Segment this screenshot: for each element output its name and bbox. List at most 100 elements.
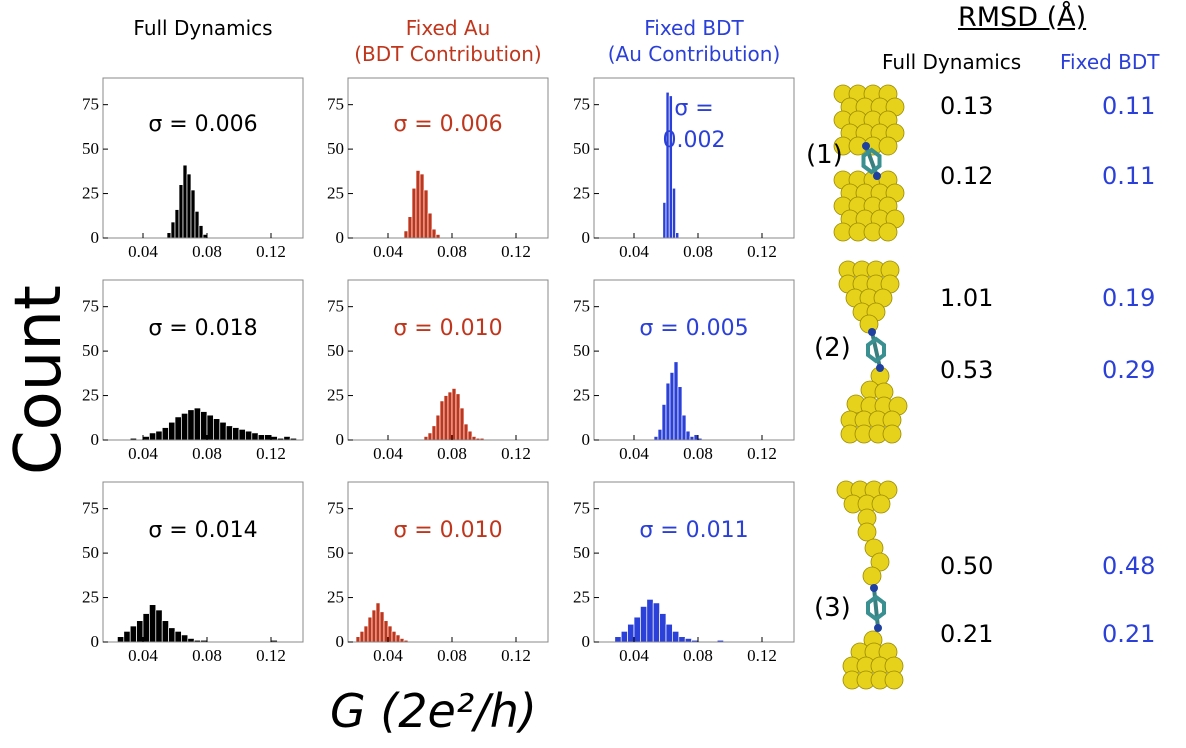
bar xyxy=(685,430,691,441)
bar xyxy=(662,202,667,239)
bar xyxy=(627,623,635,643)
bond xyxy=(870,331,882,369)
bar xyxy=(174,630,182,643)
annotation: σ = 0.018 xyxy=(148,316,258,341)
ring xyxy=(861,147,882,175)
rmsd-value: 0.13 xyxy=(940,92,994,120)
bar xyxy=(190,189,196,239)
bar xyxy=(652,602,660,643)
bar xyxy=(675,232,680,239)
bar xyxy=(431,228,437,239)
bar xyxy=(669,372,675,441)
bar xyxy=(451,388,457,441)
annotation: σ = 0.014 xyxy=(148,518,258,543)
x-tick-label: 0.08 xyxy=(683,646,713,665)
x-tick-label: 0.12 xyxy=(747,242,777,261)
bar xyxy=(455,393,461,441)
gold-atom xyxy=(878,136,898,156)
gold-atom xyxy=(882,424,902,444)
bar xyxy=(681,414,687,441)
bar xyxy=(193,407,201,441)
x-tick-label: 0.04 xyxy=(619,646,649,665)
bar xyxy=(403,230,409,239)
bar xyxy=(359,630,365,643)
rmsd-value: 0.19 xyxy=(1102,284,1156,312)
y-tick-label: 50 xyxy=(82,341,99,360)
bar xyxy=(419,173,425,239)
bar xyxy=(435,414,441,441)
bar xyxy=(672,630,680,643)
bar xyxy=(677,386,683,441)
bar xyxy=(213,418,221,441)
y-tick-label: 75 xyxy=(82,499,99,518)
bar xyxy=(206,414,214,441)
x-tick-label: 0.04 xyxy=(373,242,403,261)
annotation: σ = 0.006 xyxy=(393,112,503,137)
x-tick-label: 0.04 xyxy=(128,242,158,261)
bar xyxy=(415,170,421,239)
annotation: σ = 0.005 xyxy=(639,316,749,341)
rmsd-column: Full Dynamics xyxy=(882,50,1022,74)
annotation: σ = 0.002 xyxy=(662,96,726,153)
bar xyxy=(689,436,695,441)
bar xyxy=(614,636,622,643)
sulfur xyxy=(862,142,870,150)
column-title: (Au Contribution) xyxy=(607,42,781,66)
bar xyxy=(672,187,676,239)
gold-atom xyxy=(884,670,904,690)
bar xyxy=(149,432,157,441)
bar xyxy=(435,234,441,239)
rmsd-value: 0.50 xyxy=(940,552,994,580)
y-tick-label: 0 xyxy=(91,228,100,247)
x-tick-label: 0.04 xyxy=(619,242,649,261)
bar xyxy=(142,613,150,643)
bar xyxy=(136,620,144,643)
bar xyxy=(665,382,671,441)
plot-frame xyxy=(347,481,549,643)
y-tick-label: 50 xyxy=(327,139,344,158)
x-tick-label: 0.12 xyxy=(501,242,531,261)
bar xyxy=(283,436,291,441)
bar xyxy=(387,625,393,643)
bar xyxy=(423,189,429,239)
x-tick-label: 0.12 xyxy=(747,444,777,463)
x-tick-label: 0.08 xyxy=(192,444,222,463)
bar xyxy=(198,225,204,239)
y-tick-label: 0 xyxy=(91,430,100,449)
bar xyxy=(186,173,192,239)
bar xyxy=(270,436,278,441)
rmsd-value: 1.01 xyxy=(940,284,994,312)
bar xyxy=(149,604,157,643)
bar xyxy=(257,434,265,441)
sulfur xyxy=(876,364,884,372)
bar xyxy=(129,625,137,643)
bar xyxy=(665,623,673,643)
y-tick-label: 0 xyxy=(336,430,345,449)
y-tick-label: 0 xyxy=(582,228,591,247)
rmsd-value: 0.11 xyxy=(1102,92,1156,120)
y-tick-label: 75 xyxy=(82,297,99,316)
bar xyxy=(168,421,176,441)
bar xyxy=(232,427,240,441)
bar xyxy=(459,407,465,441)
plot-frame xyxy=(102,481,304,643)
bar xyxy=(467,430,473,441)
y-tick-label: 25 xyxy=(327,386,344,405)
y-tick-label: 25 xyxy=(82,386,99,405)
bar xyxy=(646,598,654,643)
plot-frame xyxy=(347,77,549,239)
plot-frame xyxy=(102,279,304,441)
y-tick-label: 25 xyxy=(573,184,590,203)
x-tick-label: 0.08 xyxy=(192,646,222,665)
y-tick-label: 50 xyxy=(573,341,590,360)
bar xyxy=(427,212,433,239)
rmsd-column: Fixed BDT xyxy=(1060,50,1160,74)
bar xyxy=(471,436,477,441)
gold-atom xyxy=(857,522,877,542)
x-tick-label: 0.04 xyxy=(128,444,158,463)
bar xyxy=(182,164,188,239)
sulfur xyxy=(874,624,882,632)
bar xyxy=(423,436,429,441)
rmsd-value: 0.11 xyxy=(1102,162,1156,190)
